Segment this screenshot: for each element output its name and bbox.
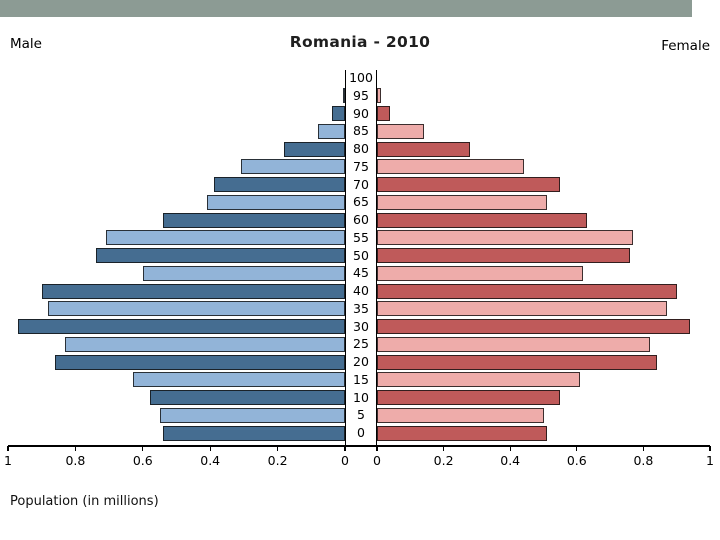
x-tick-mark — [277, 446, 279, 451]
male-bar-85-89 — [318, 123, 345, 139]
x-tick-label-left-0.2: 0.2 — [267, 453, 288, 468]
female-bar-5-9 — [377, 407, 544, 423]
age-tick-label-100: 100 — [349, 69, 373, 85]
age-tick-label-30: 30 — [353, 318, 369, 334]
age-tick-label-5: 5 — [357, 407, 365, 422]
x-tick-label-left-1: 1 — [4, 453, 12, 468]
age-tick-label-45: 45 — [353, 265, 369, 280]
female-plot-area — [377, 70, 710, 446]
x-tick-label-left-0.6: 0.6 — [132, 453, 153, 468]
female-bar-40-44 — [377, 283, 677, 299]
x-tick-label-right-0.2: 0.2 — [433, 453, 454, 468]
female-bar-45-49 — [377, 265, 584, 281]
male-bar-55-59 — [105, 230, 345, 246]
x-tick-mark — [209, 446, 211, 451]
x-tick-label-left-0.8: 0.8 — [65, 453, 86, 468]
female-bar-90-94 — [377, 106, 391, 121]
female-bar-85-89 — [377, 123, 424, 139]
female-bar-10-14 — [377, 390, 561, 405]
male-bar-95-99 — [343, 88, 345, 104]
x-tick-mark — [142, 446, 144, 451]
female-bar-75-79 — [377, 159, 524, 175]
female-bar-55-59 — [377, 230, 634, 246]
female-bar-15-19 — [377, 372, 581, 388]
age-tick-label-95: 95 — [353, 87, 369, 103]
female-bar-80-84 — [377, 141, 471, 157]
x-tick-label-right-1: 1 — [706, 453, 714, 468]
x-axis-title: Population (in millions) — [10, 494, 159, 509]
x-tick-label-right-0.4: 0.4 — [500, 453, 521, 468]
age-tick-label-70: 70 — [353, 176, 369, 192]
age-tick-label-50: 50 — [353, 247, 369, 263]
male-bar-50-54 — [95, 248, 345, 263]
female-bar-35-39 — [377, 301, 667, 317]
age-tick-label-40: 40 — [353, 282, 369, 298]
female-bar-20-24 — [377, 354, 657, 370]
female-bar-25-29 — [377, 336, 651, 352]
male-bar-10-14 — [149, 390, 345, 405]
female-bar-30-34 — [377, 319, 691, 334]
x-axis-line — [8, 445, 710, 447]
x-tick-mark — [74, 446, 76, 451]
male-bar-15-19 — [132, 372, 345, 388]
female-bar-50-54 — [377, 248, 631, 263]
male-bar-75-79 — [240, 159, 345, 175]
x-tick-mark — [642, 446, 644, 451]
x-tick-mark — [509, 446, 511, 451]
x-tick-mark — [576, 446, 578, 451]
male-bar-70-74 — [213, 177, 345, 192]
male-bar-45-49 — [142, 265, 345, 281]
age-tick-label-35: 35 — [353, 300, 369, 316]
male-bar-0-4 — [163, 425, 345, 441]
x-tick-mark — [709, 446, 711, 451]
male-bar-40-44 — [41, 283, 345, 299]
male-plot-area — [8, 70, 345, 446]
age-tick-label-60: 60 — [353, 211, 369, 227]
x-tick-mark — [7, 446, 9, 451]
x-tick-label-right-0: 0 — [373, 453, 381, 468]
male-bar-65-69 — [206, 194, 345, 210]
male-bar-90-94 — [331, 106, 345, 121]
female-bar-70-74 — [377, 177, 561, 192]
female-bar-95-99 — [377, 88, 381, 104]
male-bar-30-34 — [18, 319, 345, 334]
x-tick-mark — [344, 446, 346, 451]
x-tick-label-left-0.4: 0.4 — [200, 453, 221, 468]
x-tick-mark — [376, 446, 378, 451]
age-tick-label-0: 0 — [357, 424, 365, 440]
male-series-label: Male — [10, 36, 42, 52]
male-bar-35-39 — [48, 301, 345, 317]
male-bar-80-84 — [284, 141, 345, 157]
x-tick-label-left-0: 0 — [341, 453, 349, 468]
female-bar-60-64 — [377, 212, 587, 228]
age-tick-label-75: 75 — [353, 158, 369, 174]
male-bar-25-29 — [65, 336, 345, 352]
age-tick-label-65: 65 — [353, 194, 369, 209]
population-pyramid-chart: 100 95 90 85 80 75 70 65 60 55 50 45 40 35 30 25 20 15 10 5… — [0, 70, 720, 470]
age-tick-label-90: 90 — [353, 105, 369, 121]
female-bar-0-4 — [377, 425, 547, 441]
age-tick-label-55: 55 — [353, 229, 369, 245]
age-tick-label-85: 85 — [353, 123, 369, 138]
female-series-label: Female — [661, 38, 710, 54]
age-tick-label-25: 25 — [353, 336, 369, 351]
age-tick-label-10: 10 — [353, 389, 369, 405]
age-tick-label-15: 15 — [353, 371, 369, 387]
age-tick-label-80: 80 — [353, 140, 369, 156]
female-bar-65-69 — [377, 194, 547, 210]
x-tick-mark — [443, 446, 445, 451]
male-bar-5-9 — [159, 407, 345, 423]
chart-title: Romania - 2010 — [289, 33, 431, 51]
age-axis: 100 95 90 85 80 75 70 65 60 55 50 45 40 35 30 25 20 15 10 5… — [345, 70, 377, 445]
male-bar-60-64 — [163, 212, 345, 228]
male-bar-20-24 — [55, 354, 345, 370]
slide-accent-bar — [0, 0, 692, 17]
x-tick-label-right-0.6: 0.6 — [566, 453, 587, 468]
x-tick-label-right-0.8: 0.8 — [633, 453, 654, 468]
age-tick-label-20: 20 — [353, 353, 369, 369]
